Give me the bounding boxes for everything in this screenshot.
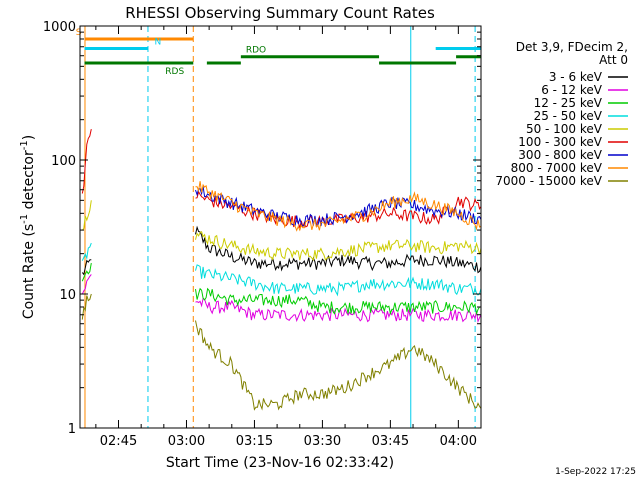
x-axis-ticks: 02:45 03:00 03:15 03:30 03:45 04:00 bbox=[95, 26, 482, 449]
series-line-5-1 bbox=[195, 190, 482, 229]
y-axis-label-sup: -1 bbox=[19, 214, 30, 224]
y-axis-label-main: Count Rate (s bbox=[21, 224, 37, 319]
legend-label-5: 100 - 300 keV bbox=[518, 135, 602, 149]
series-line-0-0 bbox=[81, 259, 92, 276]
y-axis-ticks: 1 10 100 1000 bbox=[43, 20, 481, 437]
x-tick-label-5: 04:00 bbox=[440, 434, 477, 449]
x-tick-label-3: 03:30 bbox=[304, 434, 341, 449]
y-axis-label: Count Rate (s-1 detector-1) bbox=[19, 135, 37, 319]
x-tick-label-0: 02:45 bbox=[100, 434, 137, 449]
legend-header-line-2: Att 0 bbox=[599, 53, 628, 67]
x-tick-label-1: 03:00 bbox=[168, 434, 205, 449]
series-line-7-1 bbox=[195, 181, 482, 232]
series-line-0-1 bbox=[195, 225, 482, 274]
legend-header-line-1: Det 3,9, FDecim 2, bbox=[516, 40, 628, 54]
status-bars: S N RDO RDS bbox=[76, 28, 481, 77]
series-line-2-1 bbox=[195, 287, 481, 316]
series-line-4-0 bbox=[81, 200, 92, 231]
plot-frame bbox=[79, 25, 482, 429]
vertical-markers bbox=[84, 26, 476, 428]
series-line-6-1 bbox=[195, 186, 482, 228]
legend-label-1: 6 - 12 keV bbox=[541, 83, 603, 97]
y-axis-label-close: ) bbox=[21, 135, 37, 140]
series-line-3-1 bbox=[195, 264, 482, 297]
y-tick-label-2: 100 bbox=[51, 154, 76, 169]
status-label-n: N bbox=[155, 37, 162, 47]
footer-date: 1-Sep-2022 17:25 bbox=[555, 467, 636, 477]
series-line-8-1 bbox=[195, 320, 482, 411]
x-axis-label: Start Time (23-Nov-16 02:33:42) bbox=[166, 455, 394, 471]
legend-label-3: 25 - 50 keV bbox=[534, 109, 603, 123]
series-line-4-1 bbox=[195, 230, 482, 262]
series-layer bbox=[81, 128, 482, 411]
x-tick-label-4: 03:45 bbox=[372, 434, 409, 449]
y-tick-label-1: 10 bbox=[59, 288, 76, 303]
legend-label-6: 300 - 800 keV bbox=[518, 148, 602, 162]
chart-title: RHESSI Observing Summary Count Rates bbox=[125, 4, 435, 22]
legend-label-4: 50 - 100 keV bbox=[526, 122, 603, 136]
y-axis-label-sup2: -1 bbox=[19, 140, 30, 150]
legend-label-0: 3 - 6 keV bbox=[549, 70, 603, 84]
y-axis-label-end: detector bbox=[21, 150, 37, 214]
series-line-1-0 bbox=[81, 274, 92, 295]
legend-label-7: 800 - 7000 keV bbox=[511, 161, 603, 175]
series-line-2-0 bbox=[81, 263, 92, 282]
series-line-8-0 bbox=[81, 293, 92, 320]
y-tick-label-3: 1000 bbox=[43, 20, 76, 35]
series-line-3-0 bbox=[81, 242, 92, 261]
y-tick-label-0: 1 bbox=[68, 422, 76, 437]
status-label-s: S bbox=[76, 28, 82, 38]
x-tick-label-2: 03:15 bbox=[236, 434, 273, 449]
legend-label-8: 7000 - 15000 keV bbox=[495, 174, 602, 188]
legend-label-2: 12 - 25 keV bbox=[534, 96, 603, 110]
status-label-rdo: RDO bbox=[246, 46, 266, 56]
series-line-1-1 bbox=[195, 297, 482, 324]
series-line-5-0 bbox=[81, 128, 92, 194]
status-label-rds: RDS bbox=[165, 67, 184, 77]
